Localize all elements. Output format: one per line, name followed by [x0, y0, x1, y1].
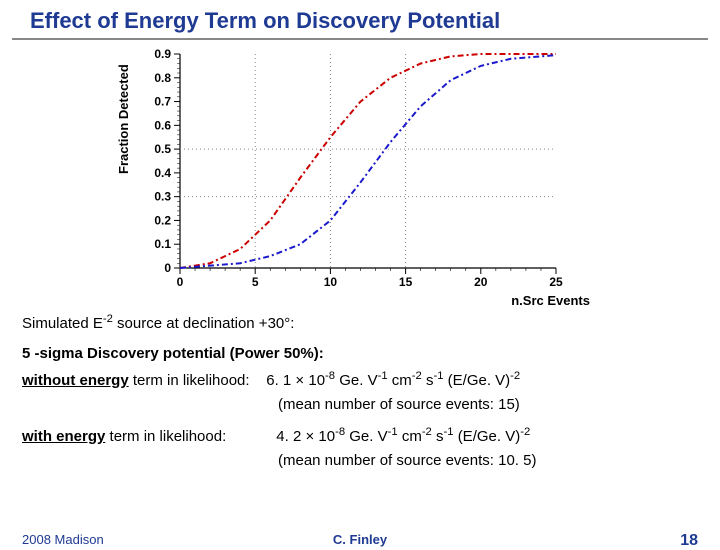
with-energy-line: with energy term in likelihood: 4. 2 × 1…	[22, 425, 698, 447]
svg-text:0: 0	[164, 261, 171, 275]
svg-text:0.8: 0.8	[154, 71, 171, 85]
x-axis-label: n.Src Events	[511, 293, 590, 308]
description-block: Simulated E-2 source at declination +30°…	[0, 306, 720, 472]
chart-container: Fraction Detected 051015202500.10.20.30.…	[130, 46, 590, 306]
footer-right: 18	[680, 532, 698, 550]
discovery-headline: 5 -sigma Discovery potential (Power 50%)…	[22, 344, 698, 364]
svg-text:0.4: 0.4	[154, 166, 171, 180]
svg-text:0.3: 0.3	[154, 190, 171, 204]
svg-text:0.1: 0.1	[154, 237, 171, 251]
svg-text:25: 25	[549, 275, 563, 289]
y-axis-label: Fraction Detected	[116, 64, 131, 174]
svg-text:20: 20	[474, 275, 488, 289]
svg-text:0.9: 0.9	[154, 47, 171, 61]
svg-text:0: 0	[177, 275, 184, 289]
discovery-chart: 0 5 10 15 20 25 0 0.1 0.2 0.3 0.4 0.5 0.6 0.7 0.8 0.9	[130, 46, 590, 306]
svg-text:15: 15	[399, 275, 413, 289]
simulated-line: Simulated E-2 source at declination +30°…	[22, 312, 698, 334]
svg-text:5: 5	[252, 275, 259, 289]
svg-text:0.2: 0.2	[154, 213, 171, 227]
with-mean-line: (mean number of source events: 10. 5)	[22, 451, 698, 471]
without-energy-line: without energy term in likelihood: 6. 1 …	[22, 369, 698, 391]
svg-text:0.7: 0.7	[154, 95, 171, 109]
slide-title: Effect of Energy Term on Discovery Poten…	[12, 0, 708, 40]
svg-text:0.5: 0.5	[154, 142, 171, 156]
svg-text:0.6: 0.6	[154, 118, 171, 132]
svg-text:10: 10	[324, 275, 338, 289]
without-mean-line: (mean number of source events: 15)	[22, 395, 698, 415]
